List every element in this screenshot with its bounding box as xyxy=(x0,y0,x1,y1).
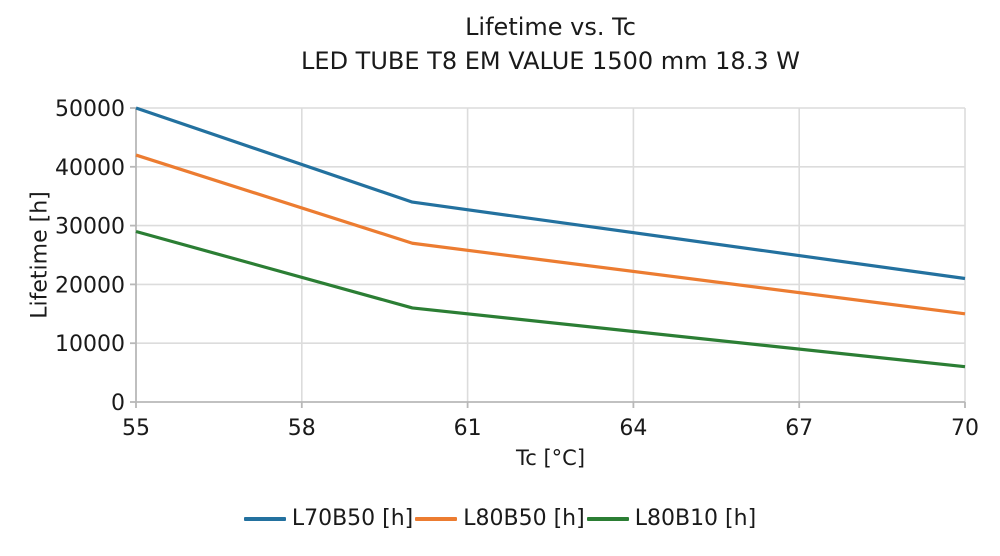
series-line-l80b50 xyxy=(135,153,966,316)
legend-label-l80b10: L80B10 [h] xyxy=(634,506,757,531)
legend-item-l80b10: L80B10 [h] xyxy=(586,506,757,531)
x-tick-label: 67 xyxy=(785,416,813,441)
legend-line-swatch-l80b50 xyxy=(415,516,458,521)
legend-label-l80b50: L80B50 [h] xyxy=(463,506,585,531)
x-axis-label: Tc [°C] xyxy=(515,446,586,470)
x-tick-label: 61 xyxy=(454,416,482,441)
chart-title: Lifetime vs. Tc xyxy=(465,13,636,41)
legend: L70B50 [h] L80B50 [h] L80B10 [h] xyxy=(0,506,1000,531)
legend-item-l70b50: L70B50 [h] xyxy=(243,506,414,531)
legend-item-l80b50: L80B50 [h] xyxy=(415,506,585,531)
legend-line-swatch-l80b10 xyxy=(586,516,629,521)
series-line-l70b50 xyxy=(135,106,966,281)
title-block: Lifetime vs. Tc LED TUBE T8 EM VALUE 150… xyxy=(136,10,965,78)
chart-subtitle: LED TUBE T8 EM VALUE 1500 mm 18.3 W xyxy=(301,47,800,75)
x-tick-label: 55 xyxy=(122,416,150,441)
y-tick-label: 20000 xyxy=(55,273,125,298)
x-tick-label: 64 xyxy=(619,416,647,441)
y-tick-label: 50000 xyxy=(55,97,125,122)
y-tick-label: 10000 xyxy=(55,332,125,357)
x-tick-label: 58 xyxy=(288,416,316,441)
legend-label-l70b50: L70B50 [h] xyxy=(291,506,414,531)
y-tick-label: 40000 xyxy=(55,156,125,181)
x-tick-label: 70 xyxy=(951,416,979,441)
y-tick-label: 0 xyxy=(111,391,125,416)
y-tick-label: 30000 xyxy=(55,215,125,240)
legend-line-swatch-l70b50 xyxy=(243,516,286,521)
series-line-l80b10 xyxy=(135,229,966,369)
